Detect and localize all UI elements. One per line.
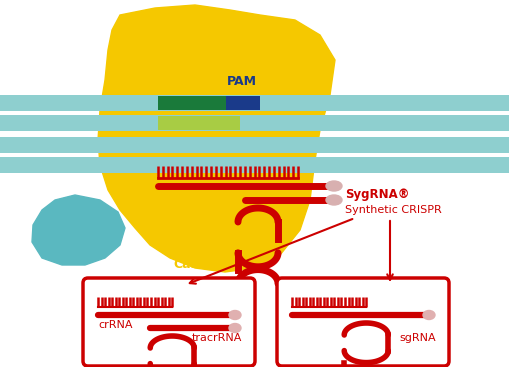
Ellipse shape [229,310,241,320]
Ellipse shape [422,310,434,320]
FancyBboxPatch shape [276,278,448,366]
Bar [158,116,240,130]
Polygon shape [32,195,125,265]
FancyBboxPatch shape [0,95,509,111]
FancyBboxPatch shape [0,137,509,153]
Text: SygRNA®: SygRNA® [344,189,409,201]
Text: Synthetic CRISPR: Synthetic CRISPR [344,205,441,215]
Bar [225,96,260,110]
Polygon shape [98,5,334,272]
Text: PAM: PAM [227,75,257,88]
Ellipse shape [325,195,342,205]
Text: Cas9: Cas9 [173,258,207,272]
Text: tracrRNA: tracrRNA [191,333,242,343]
Bar [158,96,225,110]
FancyBboxPatch shape [0,115,509,131]
Ellipse shape [325,181,342,191]
FancyBboxPatch shape [83,278,254,366]
FancyBboxPatch shape [0,157,509,173]
Text: EGFP: EGFP [45,243,74,253]
Text: sgRNA: sgRNA [399,333,435,343]
Text: crRNA: crRNA [98,320,132,330]
Ellipse shape [229,323,241,333]
